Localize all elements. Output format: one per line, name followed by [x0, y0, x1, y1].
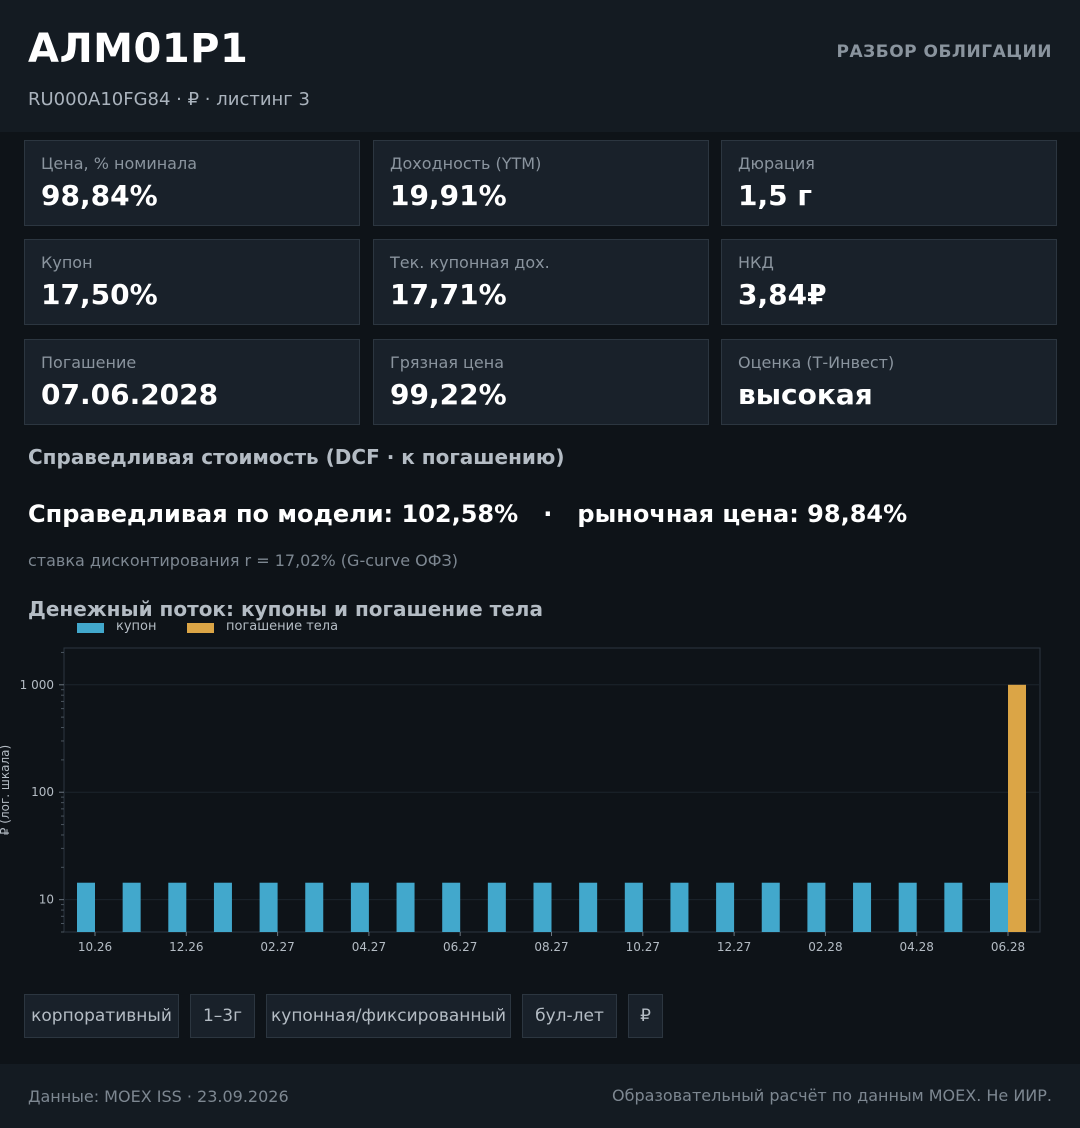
metric-card-maturity: Погашение 07.06.2028 [24, 339, 360, 425]
coupon-bar [305, 882, 324, 932]
fair-value-summary: Справедливая по модели: 102,58% · рыночн… [28, 500, 908, 528]
metric-value: 17,50% [41, 278, 158, 311]
metric-card-ytm: Доходность (YTM) 19,91% [373, 140, 709, 226]
plot-area [63, 647, 1041, 933]
metric-value: 99,22% [390, 378, 507, 411]
x-tick-label: 06.28 [991, 940, 1025, 954]
coupon-bar [944, 882, 963, 932]
metric-label: Купон [41, 253, 93, 272]
bond-subtitle: RU000A10FG84 · ₽ · листинг 3 [28, 89, 310, 110]
coupon-bar [990, 882, 1008, 932]
x-tick-label: 10.27 [626, 940, 660, 954]
x-tick-label: 12.26 [169, 940, 203, 954]
coupon-bar [122, 882, 141, 932]
x-tick-label: 12.27 [717, 940, 751, 954]
y-tick-label: 10 [39, 893, 54, 907]
coupon-bar [807, 882, 826, 932]
metric-card-coupon: Купон 17,50% [24, 239, 360, 325]
bond-ticker: АЛМ01Р1 [28, 26, 249, 72]
coupon-bar [624, 882, 643, 932]
dcf-section-title: Справедливая стоимость (DCF · к погашени… [28, 445, 565, 469]
tag-coupon-type[interactable]: купонная/фиксированный [266, 994, 511, 1038]
legend-swatch [187, 623, 214, 633]
metric-card-dirty-price: Грязная цена 99,22% [373, 339, 709, 425]
metric-value: 07.06.2028 [41, 378, 219, 411]
coupon-bar [853, 882, 872, 932]
coupon-bar [77, 882, 95, 932]
coupon-bar [761, 882, 780, 932]
x-tick-label: 06.27 [443, 940, 477, 954]
legend-label: купон [116, 619, 157, 634]
section-label: РАЗБОР ОБЛИГАЦИИ [836, 42, 1052, 62]
cashflow-section-title: Денежный поток: купоны и погашение тела [28, 597, 543, 621]
coupon-bar [579, 882, 598, 932]
coupon-bar [533, 882, 552, 932]
metric-label: Тек. купонная дох. [390, 253, 550, 272]
coupon-bar [442, 882, 461, 932]
coupon-bar [670, 882, 689, 932]
y-axis-label: ₽ (лог. шкала) [0, 745, 12, 835]
coupon-bar [168, 882, 187, 932]
x-tick-label: 10.26 [78, 940, 112, 954]
x-tick-label: 04.28 [900, 940, 934, 954]
legend-swatch [77, 623, 104, 633]
coupon-bar [259, 882, 278, 932]
disclaimer: Образовательный расчёт по данным MOEX. Н… [612, 1086, 1052, 1105]
principal-bar [1008, 684, 1026, 932]
metric-card-current-yield: Тек. купонная дох. 17,71% [373, 239, 709, 325]
y-tick-label: 1 000 [20, 678, 54, 692]
metric-label: Оценка (Т-Инвест) [738, 353, 895, 372]
y-tick-label: 100 [31, 785, 54, 799]
metric-card-accrued-interest: НКД 3,84₽ [721, 239, 1057, 325]
coupon-bar [898, 882, 917, 932]
metric-label: Грязная цена [390, 353, 505, 372]
footer: Данные: MOEX ISS · 23.09.2026 Образовате… [0, 1064, 1080, 1128]
tag-issuer-type[interactable]: корпоративный [24, 994, 179, 1038]
metric-label: Дюрация [738, 154, 815, 173]
legend-label: погашение тела [226, 619, 339, 634]
metric-label: Цена, % номинала [41, 154, 198, 173]
tag-currency[interactable]: ₽ [628, 994, 663, 1038]
coupon-bar [350, 882, 369, 932]
coupon-bar [487, 882, 506, 932]
tag-amortization[interactable]: бул-лет [522, 994, 617, 1038]
x-tick-label: 02.28 [808, 940, 842, 954]
metric-value: 1,5 г [738, 179, 812, 212]
metric-value: 17,71% [390, 278, 507, 311]
x-tick-label: 02.27 [260, 940, 294, 954]
coupon-bar [716, 882, 735, 932]
tag-term[interactable]: 1–3г [190, 994, 255, 1038]
data-source: Данные: MOEX ISS · 23.09.2026 [28, 1087, 289, 1106]
metric-value: высокая [738, 378, 873, 411]
metric-card-price: Цена, % номинала 98,84% [24, 140, 360, 226]
discount-rate-note: ставка дисконтирования r = 17,02% (G-cur… [28, 551, 458, 570]
cashflow-chart: 10 100 1 000 ₽ (лог. шкала) 10.26 12.26 02.27 0… [0, 647, 1041, 954]
x-tick-label: 08.27 [534, 940, 568, 954]
metric-value: 3,84₽ [738, 278, 827, 311]
metric-label: Погашение [41, 353, 137, 372]
header: АЛМ01Р1 RU000A10FG84 · ₽ · листинг 3 РАЗ… [0, 0, 1080, 132]
coupon-bar [396, 882, 415, 932]
metric-card-duration: Дюрация 1,5 г [721, 140, 1057, 226]
x-tick-label: 04.27 [352, 940, 386, 954]
metric-card-rating: Оценка (Т-Инвест) высокая [721, 339, 1057, 425]
metric-label: НКД [738, 253, 774, 272]
metric-value: 19,91% [390, 179, 507, 212]
coupon-bar [213, 882, 232, 932]
metric-value: 98,84% [41, 179, 158, 212]
metric-label: Доходность (YTM) [390, 154, 542, 173]
